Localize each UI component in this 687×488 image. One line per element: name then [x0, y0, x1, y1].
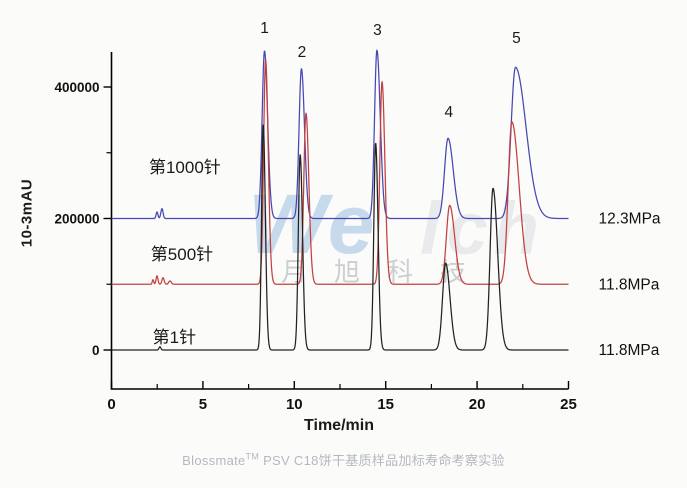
- x-tick-label: 0: [107, 396, 115, 413]
- peak-number-label: 5: [512, 30, 521, 47]
- x-axis-title: Time/min: [304, 417, 374, 434]
- pressure-label: 12.3MPa: [599, 211, 661, 228]
- y-tick-label: 0: [92, 343, 100, 358]
- peak-number-label: 4: [444, 104, 453, 121]
- peak-number-label: 1: [260, 20, 269, 37]
- y-tick-label: 200000: [54, 212, 99, 227]
- pressure-label: 11.8MPa: [599, 342, 660, 359]
- x-tick-label: 5: [199, 396, 207, 413]
- x-tick-label: 15: [377, 396, 394, 413]
- figure-caption: BlossmateTM PSV C18饼干基质样品加标寿命考察实验: [0, 450, 687, 469]
- trace-第500针: [111, 59, 569, 285]
- series-label: 第500针: [151, 245, 213, 264]
- y-tick-label: 400000: [54, 80, 99, 95]
- x-tick-label: 25: [560, 396, 577, 413]
- peak-number-label: 3: [373, 22, 382, 39]
- caption-brand: Blossmate: [182, 453, 246, 468]
- series-label: 第1针: [153, 328, 196, 347]
- pressure-label: 11.8MPa: [599, 276, 660, 293]
- y-axis-title: 10-3mAU: [18, 178, 36, 248]
- x-tick-label: 20: [469, 396, 486, 413]
- series-label: 第1000针: [149, 158, 221, 177]
- trace-第1000针: [111, 49, 569, 220]
- peak-number-label: 2: [298, 44, 307, 61]
- caption-text: PSV C18饼干基质样品加标寿命考察实验: [259, 453, 505, 468]
- x-tick-label: 10: [286, 396, 303, 413]
- trace-第1针: [111, 124, 569, 351]
- watermark-logo-gray: lch: [420, 187, 545, 270]
- caption-trademark: TM: [245, 451, 260, 462]
